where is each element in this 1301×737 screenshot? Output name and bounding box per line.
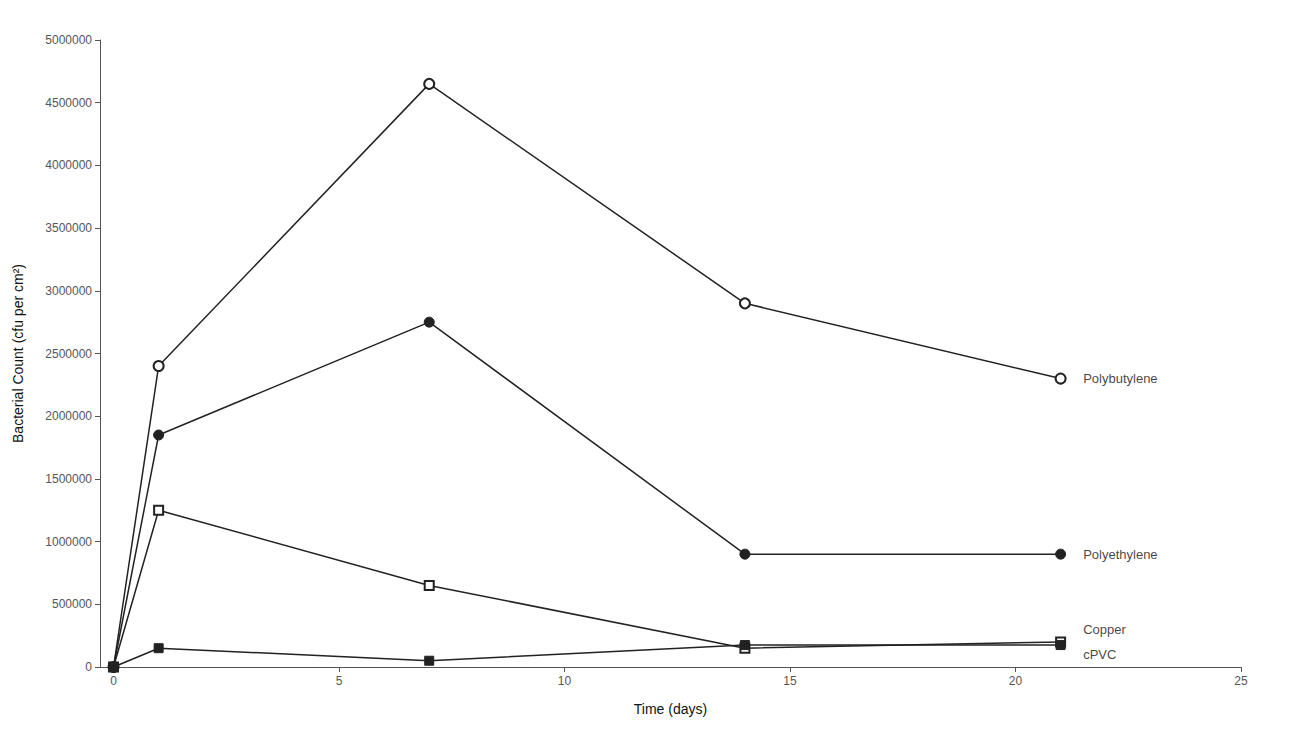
- svg-text:10: 10: [558, 674, 572, 688]
- svg-text:15: 15: [783, 674, 797, 688]
- svg-text:4500000: 4500000: [45, 96, 92, 110]
- svg-text:5: 5: [336, 674, 343, 688]
- svg-text:2500000: 2500000: [45, 347, 92, 361]
- svg-text:Polybutylene: Polybutylene: [1083, 371, 1157, 386]
- svg-text:0: 0: [110, 674, 117, 688]
- svg-text:Time (days): Time (days): [634, 701, 707, 717]
- svg-text:5000000: 5000000: [45, 33, 92, 47]
- svg-text:500000: 500000: [52, 597, 92, 611]
- svg-text:3000000: 3000000: [45, 284, 92, 298]
- svg-text:4000000: 4000000: [45, 158, 92, 172]
- svg-text:2000000: 2000000: [45, 409, 92, 423]
- svg-text:Bacterial Count (cfu per cm²): Bacterial Count (cfu per cm²): [10, 264, 26, 443]
- svg-text:25: 25: [1234, 674, 1248, 688]
- svg-text:1000000: 1000000: [45, 535, 92, 549]
- svg-text:0: 0: [85, 660, 92, 674]
- svg-text:1500000: 1500000: [45, 472, 92, 486]
- svg-text:3500000: 3500000: [45, 221, 92, 235]
- svg-text:20: 20: [1009, 674, 1023, 688]
- svg-text:Copper: Copper: [1083, 622, 1126, 637]
- svg-text:Polyethylene: Polyethylene: [1083, 547, 1157, 562]
- svg-text:cPVC: cPVC: [1083, 647, 1116, 662]
